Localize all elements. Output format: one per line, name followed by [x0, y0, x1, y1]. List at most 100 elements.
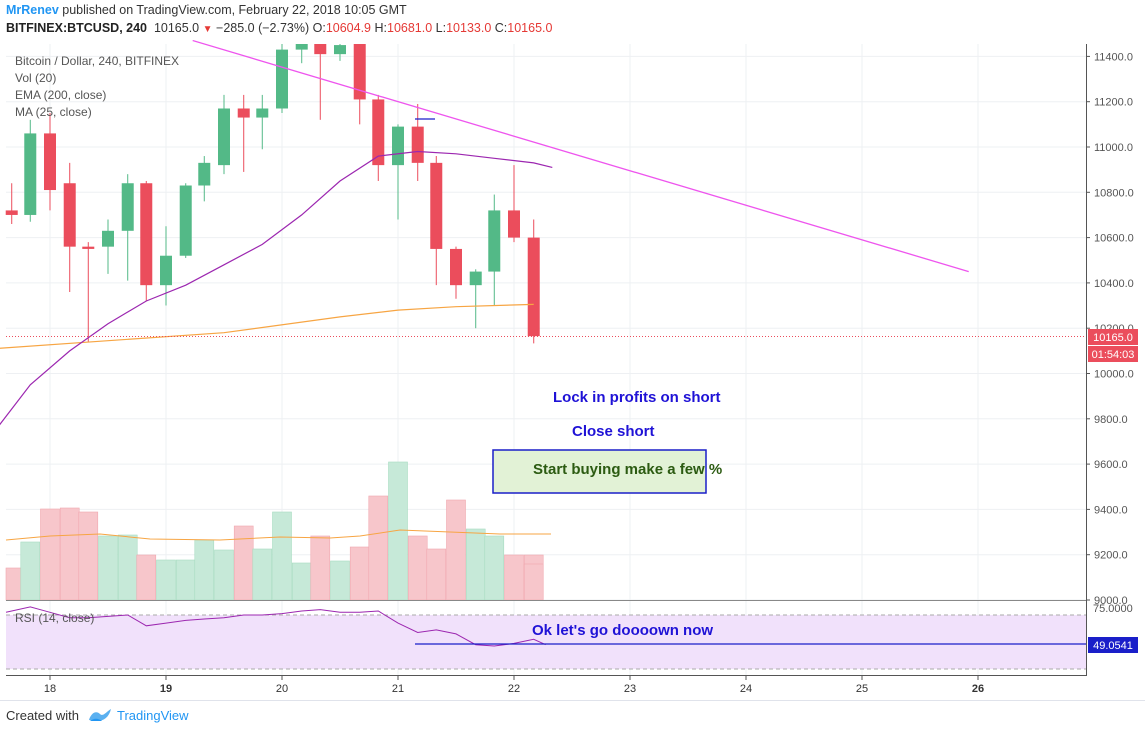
y-tick-label: 10600.0 — [1094, 233, 1134, 245]
ema-200-line — [0, 303, 534, 349]
candle-body — [218, 108, 230, 166]
y-tick-label: 9800.0 — [1094, 414, 1128, 426]
x-tick-label: 19 — [160, 683, 172, 695]
countdown-tag — [1088, 346, 1138, 362]
candle-body — [469, 271, 482, 286]
volume-bar — [484, 535, 505, 601]
legend-rsi: RSI (14, close) — [15, 611, 94, 625]
rsi-line — [5, 606, 546, 647]
volume-bar — [136, 554, 157, 601]
volume-bar — [291, 562, 312, 601]
chart-legend: Bitcoin / Dollar, 240, BITFINEX Vol (20)… — [15, 54, 179, 625]
volume-bar — [117, 534, 138, 601]
candle-body — [5, 210, 18, 215]
volume-bar — [426, 548, 447, 601]
low-label: L: — [435, 21, 447, 35]
candle-body — [121, 183, 134, 231]
high-label: H: — [374, 21, 388, 35]
candles — [5, 44, 540, 344]
x-tick-label: 24 — [740, 683, 752, 695]
annotation-start-buying[interactable]: Start buying make a few % — [533, 461, 722, 478]
candle-body — [508, 210, 520, 238]
annotation-lock-profits[interactable]: Lock in profits on short — [553, 389, 721, 406]
candle-body — [276, 49, 288, 109]
tradingview-logo-icon[interactable] — [88, 706, 112, 724]
trendline[interactable] — [192, 40, 969, 273]
volume-bar — [78, 511, 99, 601]
down-arrow-icon: ▼ — [202, 24, 213, 35]
volume-bar — [20, 541, 41, 601]
y-tick-label: 10400.0 — [1094, 278, 1134, 290]
candle-body — [450, 248, 462, 286]
candle-body — [314, 44, 327, 55]
open-label: O: — [312, 21, 326, 35]
volume-bar — [446, 499, 466, 601]
footer: Created with TradingView — [0, 700, 1145, 732]
rsi-axis-top: 75.0000 — [1093, 603, 1133, 615]
tradingview-brand-link[interactable]: TradingView — [117, 708, 189, 723]
last-price-tag — [1088, 329, 1138, 345]
publish-info: published on TradingView.com, February 2… — [62, 3, 407, 17]
candle-body — [353, 44, 366, 100]
candle-body — [237, 108, 250, 118]
y-tick-label: 10800.0 — [1094, 187, 1134, 199]
candle-body — [488, 210, 501, 272]
candle-body — [392, 126, 404, 166]
candle-body — [44, 133, 56, 191]
volume-bar — [465, 528, 486, 601]
created-with-label: Created with — [6, 708, 79, 723]
time-axis[interactable]: 18 19 20 21 22 23 24 25 26 — [44, 675, 984, 695]
volume-bar — [194, 539, 215, 601]
open-value: 10604.9 — [325, 21, 372, 35]
annotation-go-down[interactable]: Ok let's go doooown now — [532, 622, 713, 639]
candle-body — [102, 230, 114, 247]
annotation-close-short[interactable]: Close short — [572, 423, 655, 440]
y-tick-label: 10000.0 — [1094, 369, 1134, 381]
price-chart[interactable]: 9000.09200.09400.09600.09800.010000.0102… — [0, 40, 1145, 700]
candle-body — [430, 162, 443, 249]
x-tick-label: 26 — [972, 683, 984, 695]
x-tick-label: 22 — [508, 683, 520, 695]
rsi-value-tag — [1088, 637, 1138, 653]
last-price-tag-text: 10165.0 — [1093, 332, 1133, 344]
volume-bar — [40, 508, 60, 601]
chart-header: MrRenev published on TradingView.com, Fe… — [0, 0, 1145, 40]
y-tick-label: 9200.0 — [1094, 550, 1128, 562]
candle-body — [179, 185, 192, 256]
volume-bar — [368, 495, 389, 601]
publish-line: MrRenev published on TradingView.com, Fe… — [6, 3, 407, 17]
volume-bar — [330, 560, 350, 601]
candle-body — [160, 255, 172, 286]
buy-zone-box[interactable] — [492, 449, 707, 494]
candle-body — [334, 45, 346, 55]
ma-25-line — [0, 150, 553, 426]
candle-body — [198, 162, 211, 186]
close-label: C: — [494, 21, 508, 35]
candle-body — [24, 133, 37, 215]
volume-bars — [5, 461, 544, 601]
candle-body — [295, 44, 308, 50]
candle-body — [82, 246, 95, 249]
high-value: 10681.0 — [387, 21, 433, 35]
volume-bar — [252, 548, 273, 601]
volume-bar — [504, 554, 524, 601]
y-tick-label: 11400.0 — [1094, 51, 1133, 63]
y-tick-label: 9400.0 — [1094, 504, 1128, 516]
candle-body — [372, 99, 385, 166]
volume-bar — [349, 546, 370, 601]
author-link[interactable]: MrRenev — [6, 3, 59, 17]
volume-bar — [156, 559, 176, 601]
volume-bar — [523, 563, 544, 601]
ohlc-line: BITFINEX:BTCUSD, 240 10165.0 ▼ −285.0 (−… — [6, 21, 552, 35]
candle-body — [527, 237, 540, 337]
countdown-tag-text: 01:54:03 — [1092, 349, 1135, 361]
y-tick-label: 9000.0 — [1094, 595, 1128, 607]
volume-bar — [407, 535, 428, 601]
x-tick-label: 21 — [392, 683, 404, 695]
y-tick-label: 9600.0 — [1094, 459, 1128, 471]
price-change: −285.0 (−2.73%) — [216, 21, 310, 35]
legend-vol: Vol (20) — [15, 71, 56, 85]
price-axis[interactable]: 9000.09200.09400.09600.09800.010000.0102… — [1086, 51, 1134, 607]
rsi-value-tag-text: 49.0541 — [1093, 640, 1133, 652]
volume-bar — [233, 525, 254, 601]
